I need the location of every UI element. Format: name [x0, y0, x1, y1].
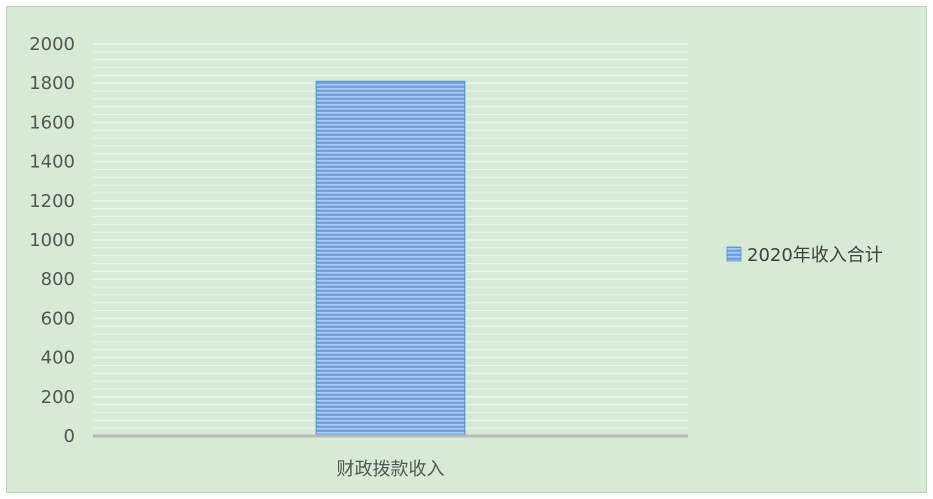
y-axis-ticks: 0 200 400 600 800 1000 1200 1400 1600 1800 2000: [29, 34, 75, 447]
bar: [315, 80, 466, 437]
y-tick-label: 2000: [29, 34, 75, 55]
bars: [315, 80, 466, 437]
y-tick-label: 1000: [29, 230, 75, 251]
legend-swatch: [726, 246, 742, 262]
y-tick-label: 0: [64, 426, 75, 447]
y-tick-label: 1400: [29, 152, 75, 173]
legend-label: 2020年收入合计: [747, 245, 883, 266]
y-tick-label: 1200: [29, 191, 75, 212]
y-tick-label: 800: [41, 269, 75, 290]
x-axis-categories: 财政拨款收入: [337, 459, 445, 480]
chart-frame: [6, 6, 927, 493]
legend: 2020年收入合计: [726, 245, 883, 266]
y-tick-label: 400: [41, 348, 75, 369]
y-tick-label: 1600: [29, 112, 75, 133]
y-tick-label: 600: [41, 308, 75, 329]
x-category-label: 财政拨款收入: [337, 459, 445, 480]
y-tick-label: 1800: [29, 73, 75, 94]
y-tick-label: 200: [41, 387, 75, 408]
